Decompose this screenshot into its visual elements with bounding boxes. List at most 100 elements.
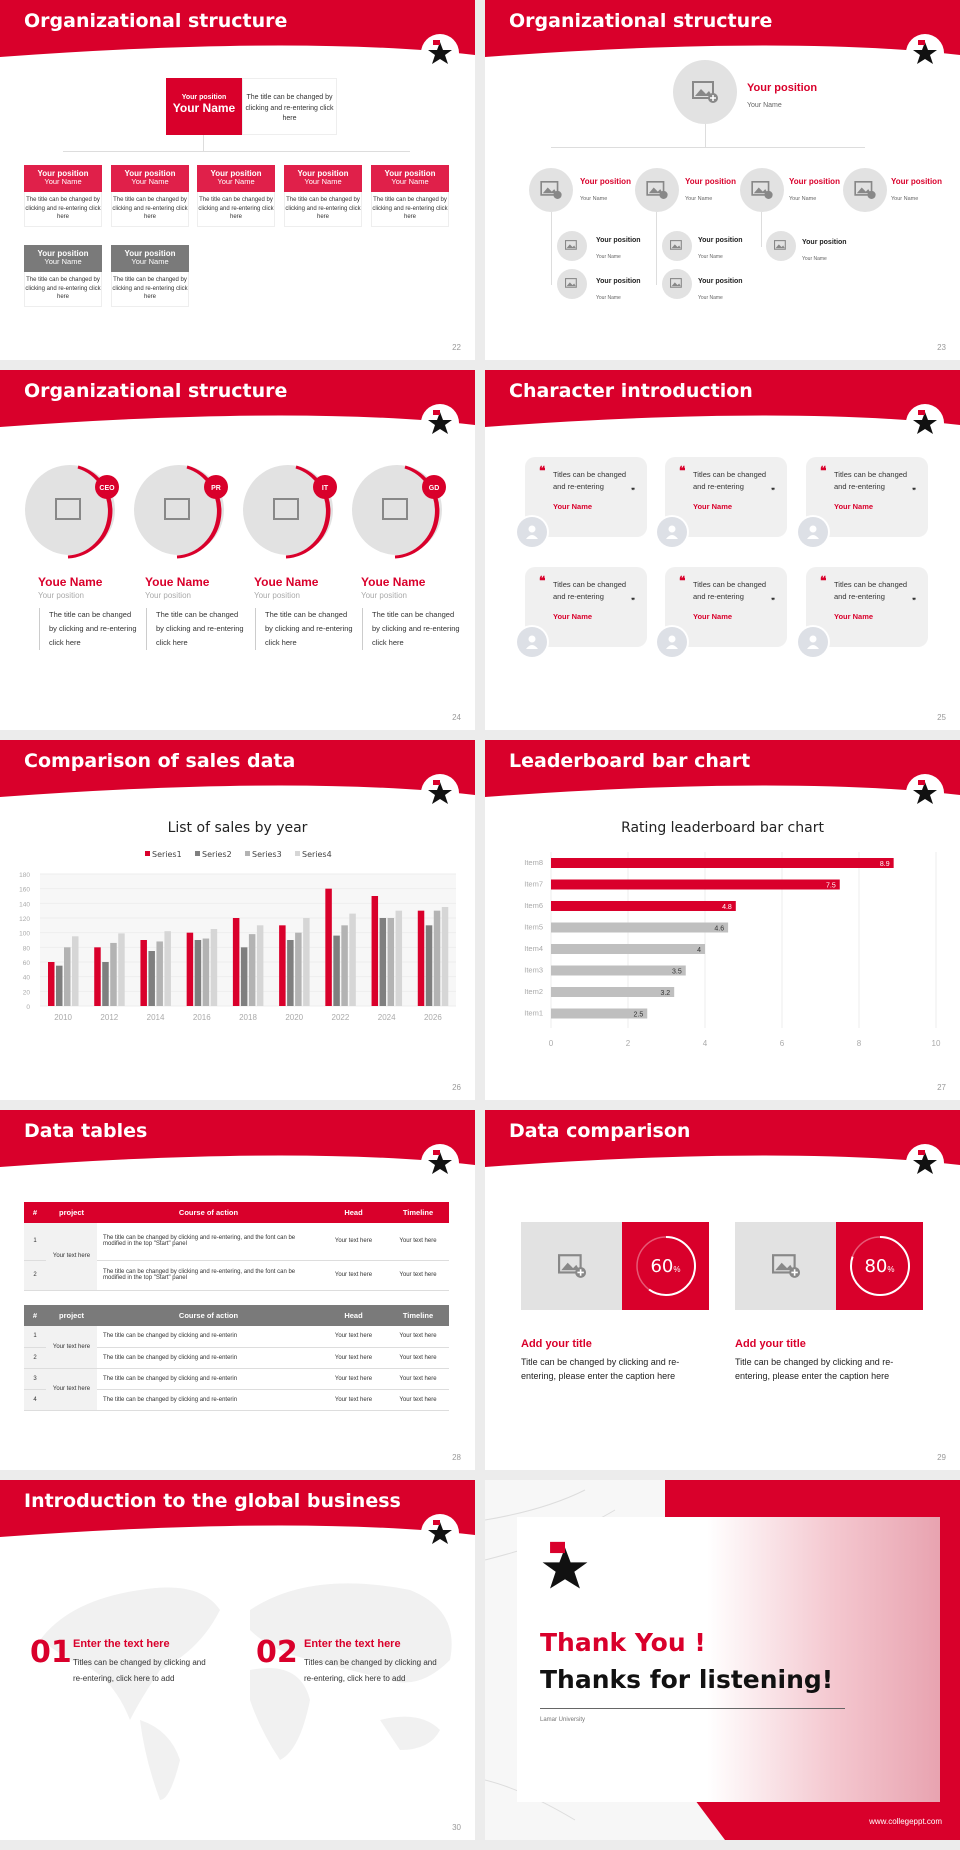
page-number: 29 [937,1453,946,1462]
data-table-red: # project Course of action Head Timeline 1 Yo… [24,1202,449,1291]
org-box[interactable]: Your position Your Name The title can be c… [197,165,275,227]
svg-text:Series3: Series3 [252,850,282,859]
svg-text:PR: PR [211,485,221,492]
add-image-icon[interactable] [735,1222,836,1310]
progress-ring: 60% [622,1222,709,1310]
slide-25[interactable]: Character introduction ❝ Titles can be ch… [485,370,960,730]
slide-header: Organizational structure [0,0,475,60]
university-logo-icon [535,1538,595,1598]
slide-27[interactable]: Leaderboard bar chart Rating leaderboard… [485,740,960,1100]
slide-title: Organizational structure [24,10,288,32]
svg-text:20: 20 [23,989,31,996]
slide-header: Organizational structure [485,0,960,60]
thanks-subheading: Thanks for listening! [540,1665,834,1694]
top-label: Your position Your Name [747,82,818,110]
svg-text:Item6: Item6 [524,901,543,910]
page-number: 30 [452,1823,461,1832]
org-box[interactable]: Your position Your Name The title can be c… [111,245,189,307]
slide-30[interactable]: Introduction to the global business 01 E… [0,1480,475,1840]
website-link[interactable]: www.collegeppt.com [869,1817,942,1826]
avatar-icon [655,625,689,659]
add-image-icon [692,81,718,103]
svg-text:40: 40 [23,975,31,982]
university-name: Lamar University [540,1717,586,1723]
top-position-box[interactable]: Your position Your Name [166,78,242,135]
quote-card[interactable]: ❝ Titles can be changed and re-entering ❞ Y… [806,457,928,537]
member-card[interactable]: Youe Name Your position The title can be c… [145,575,245,650]
quote-card[interactable]: ❝ Titles can be changed and re-entering ❞ Y… [806,567,928,647]
top-description: The title can be changed by clicking and… [242,78,337,135]
svg-text:2018: 2018 [239,1013,257,1022]
photo-placeholder[interactable] [843,168,887,212]
page-number: 25 [937,713,946,722]
slide-23[interactable]: Organizational structure Your position Yo… [485,0,960,360]
org-box[interactable]: Your position Your Name The title can be c… [24,165,102,227]
comparison-block[interactable]: 80% [735,1222,923,1310]
svg-text:180: 180 [19,872,30,879]
photo-placeholder-small[interactable] [662,269,692,299]
slide-24[interactable]: Organizational structure CEO PR IT GD Yo… [0,370,475,730]
slide-header: Leaderboard bar chart [485,740,960,800]
photo-placeholder[interactable] [529,168,573,212]
svg-text:Item2: Item2 [524,987,543,996]
svg-text:2026: 2026 [424,1013,442,1022]
org-box[interactable]: Your position Your Name The title can be c… [371,165,449,227]
svg-text:4.8: 4.8 [722,904,732,911]
photo-placeholder-small[interactable] [662,231,692,261]
org-box[interactable]: Your position Your Name The title can be c… [284,165,362,227]
svg-text:10: 10 [932,1039,941,1048]
svg-text:Item7: Item7 [524,880,543,889]
org-box[interactable]: Your position Your Name The title can be c… [24,245,102,307]
photo-placeholder[interactable] [740,168,784,212]
member-photo-circles: CEO PR IT GD [25,465,446,559]
slide-header: Comparison of sales data [0,740,475,800]
slide-22[interactable]: Organizational structure Your position Y… [0,0,475,360]
slide-26[interactable]: Comparison of sales data List of sales b… [0,740,475,1100]
sales-bar-chart: Series1 Series2 Series3 Series4 0 20 40 60 80 100… [19,850,456,1022]
svg-text:160: 160 [19,887,30,894]
slide-title: Comparison of sales data [24,750,296,772]
slide-29[interactable]: Data comparison 60% 80% Add your title T… [485,1110,960,1470]
svg-text:Series2: Series2 [202,850,232,859]
photo-placeholder-small[interactable] [766,231,796,261]
add-image-icon[interactable] [521,1222,622,1310]
page-number: 24 [452,713,461,722]
page-number: 26 [452,1083,461,1092]
svg-text:2022: 2022 [332,1013,350,1022]
org-box[interactable]: Your position Your Name The title can be c… [111,165,189,227]
slide-title: Data comparison [509,1120,691,1142]
slide-thank-you[interactable]: Thank You ! Thanks for listening! Lamar … [485,1480,960,1840]
svg-text:0: 0 [26,1004,30,1011]
university-logo-icon [906,1144,944,1182]
quote-card[interactable]: ❝ Titles can be changed and re-entering ❞ Y… [665,567,787,647]
svg-text:Item5: Item5 [524,923,543,932]
slide-title: Organizational structure [24,380,288,402]
svg-text:Series1: Series1 [152,850,182,859]
avatar-icon [796,625,830,659]
slide-title: Organizational structure [509,10,773,32]
avatar-icon [515,515,549,549]
photo-panel [517,1517,940,1802]
member-card[interactable]: Youe Name Your position The title can be c… [254,575,354,650]
svg-text:7.5: 7.5 [826,883,836,890]
photo-placeholder-small[interactable] [557,231,587,261]
slide-28[interactable]: Data tables # project Course of action Head… [0,1110,475,1470]
university-logo-icon [421,34,459,72]
university-logo-icon [421,404,459,442]
comparison-block[interactable]: 60% [521,1222,709,1310]
member-card[interactable]: Youe Name Your position The title can be c… [38,575,138,650]
member-card[interactable]: Youe Name Your position The title can be c… [361,575,461,650]
photo-placeholder[interactable] [673,60,737,124]
photo-placeholder-small[interactable] [557,269,587,299]
slide-header: Organizational structure [0,370,475,430]
slide-header: Data tables [0,1110,475,1170]
avatar-icon [515,625,549,659]
svg-text:8: 8 [857,1039,862,1048]
svg-text:3.2: 3.2 [660,990,670,997]
slide-title: Introduction to the global business [24,1490,401,1512]
photo-placeholder[interactable] [635,168,679,212]
progress-ring: 80% [836,1222,923,1310]
page-number: 23 [937,343,946,352]
page-number: 28 [452,1453,461,1462]
svg-text:100: 100 [19,931,30,938]
